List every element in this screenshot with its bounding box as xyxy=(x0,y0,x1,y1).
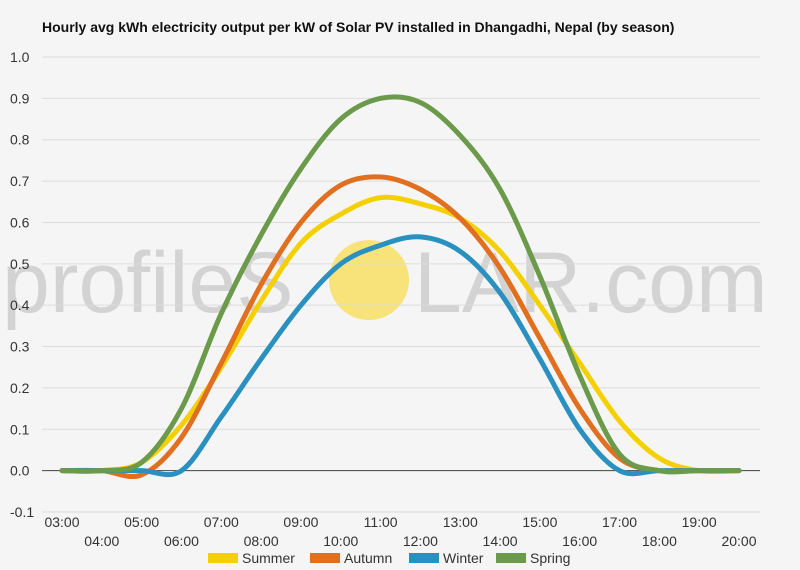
x-tick-label: 19:00 xyxy=(682,514,717,530)
watermark-text-right: LAR.com xyxy=(414,235,768,331)
x-tick-label: 17:00 xyxy=(602,514,637,530)
profilesolar-watermark: profileS LAR.com xyxy=(2,235,768,331)
x-tick-label: 03:00 xyxy=(44,514,79,530)
x-tick-label: 04:00 xyxy=(84,533,119,549)
y-tick-label: 0.6 xyxy=(10,214,30,230)
legend-label-autumn: Autumn xyxy=(344,550,392,566)
x-tick-label: 12:00 xyxy=(403,533,438,549)
x-tick-label: 20:00 xyxy=(721,533,756,549)
series-line-winter xyxy=(59,234,742,478)
y-tick-label: 0.4 xyxy=(10,297,30,313)
y-tick-label: 0.1 xyxy=(10,421,30,437)
y-tick-label: 0.9 xyxy=(10,90,30,106)
y-tick-label: 0.5 xyxy=(10,256,30,272)
x-tick-label: 13:00 xyxy=(443,514,478,530)
series-line-autumn xyxy=(59,174,742,480)
y-tick-label: 0.8 xyxy=(10,132,30,148)
x-tick-label: 10:00 xyxy=(323,533,358,549)
legend-swatch-spring xyxy=(496,553,526,563)
sun-logo-icon xyxy=(329,240,409,320)
x-tick-label: 14:00 xyxy=(483,533,518,549)
legend-swatch-autumn xyxy=(310,553,340,563)
x-tick-label: 09:00 xyxy=(283,514,318,530)
y-tick-label: 1.0 xyxy=(10,49,30,65)
legend-swatch-summer xyxy=(208,553,238,563)
y-tick-label: 0.0 xyxy=(10,463,30,479)
x-tick-label: 08:00 xyxy=(244,533,279,549)
chart-title: Hourly avg kWh electricity output per kW… xyxy=(42,19,674,35)
x-tick-label: 11:00 xyxy=(364,514,398,530)
y-tick-label: -0.1 xyxy=(10,504,34,520)
legend: Summer Autumn Winter Spring xyxy=(208,550,570,566)
series-lines xyxy=(59,94,742,480)
x-tick-label: 07:00 xyxy=(204,514,239,530)
legend-label-spring: Spring xyxy=(530,550,570,566)
x-tick-label: 18:00 xyxy=(642,533,677,549)
y-axis: -0.1 0.0 0.1 0.2 0.3 0.4 0.5 0.6 0.7 0.8 0.9 1.0 xyxy=(10,49,34,520)
legend-label-summer: Summer xyxy=(242,550,295,566)
series-line-summer xyxy=(59,194,742,475)
legend-label-winter: Winter xyxy=(443,550,484,566)
x-tick-label: 16:00 xyxy=(562,533,597,549)
series-line-spring xyxy=(59,94,742,475)
legend-swatch-winter xyxy=(409,553,439,563)
x-tick-label: 05:00 xyxy=(124,514,159,530)
y-tick-label: 0.2 xyxy=(10,380,30,396)
x-tick-label: 06:00 xyxy=(164,533,199,549)
y-tick-label: 0.7 xyxy=(10,173,30,189)
y-tick-label: 0.3 xyxy=(10,339,30,355)
x-tick-label: 15:00 xyxy=(522,514,557,530)
